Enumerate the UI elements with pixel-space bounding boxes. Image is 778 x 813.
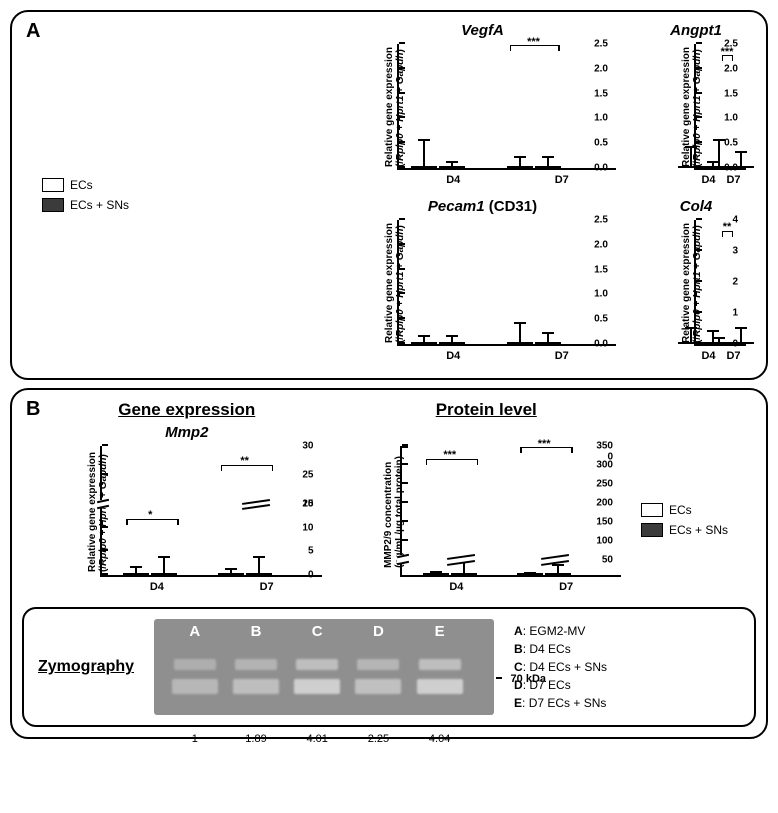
bar-ecs (507, 166, 533, 168)
gel-value: 4.04 (429, 733, 450, 745)
bar-ecs (700, 342, 726, 344)
bar-ecs (507, 342, 533, 344)
chart-mmp2: Mmp2 Relative gene expression(/Rplp0 + H… (42, 424, 332, 599)
legend-swatch-ecs (42, 178, 64, 192)
legend-row-sns: ECs + SNs (641, 523, 756, 537)
legend-row-ecs: ECs (641, 503, 756, 517)
gel-value: 2.25 (368, 733, 389, 745)
gel-value: 1.89 (245, 733, 266, 745)
zymo-legend-row: A: EGM2-MV (514, 622, 607, 640)
gel-wrap: ABCDE70 kDa 11.894.012.254.04 (154, 619, 494, 715)
lane-label: B (251, 623, 262, 640)
chart-angpt1: Angpt1 Relative gene expression(/Rplp0 +… (636, 22, 756, 192)
bar-sns (439, 342, 465, 344)
chart-title: VegfA (339, 22, 626, 39)
bar-ecs (700, 166, 726, 168)
chart-pecam1: Pecam1 (CD31) Relative gene expression(/… (339, 198, 626, 368)
bar-sns (535, 342, 561, 344)
legend-row-sns: ECs + SNs (42, 198, 329, 212)
chart-vegfa: VegfA Relative gene expression(/Rplp0 + … (339, 22, 626, 192)
bar-ecs (517, 573, 543, 575)
legend-label: ECs + SNs (70, 198, 129, 212)
legend-swatch-ecs (641, 503, 663, 517)
protein-level-block: Protein level MMP2/9 concentration(ng/mL… (342, 400, 632, 599)
gene-expression-block: Gene expression Mmp2 Relative gene expre… (42, 400, 332, 599)
lane-label: C (312, 623, 323, 640)
legend-swatch-sns (641, 523, 663, 537)
chart-protein: MMP2/9 concentration(ng/mL/µg total prot… (342, 424, 632, 599)
chart-title: Angpt1 (636, 22, 756, 39)
legend-a: ECs ECs + SNs (42, 178, 329, 212)
chart-title: Pecam1 (CD31) (339, 198, 626, 215)
bar-ecs (123, 573, 149, 575)
bar-ecs (218, 573, 244, 575)
zymo-legend-row: B: D4 ECs (514, 640, 607, 658)
panel-b: B Gene expression Mmp2 Relative gene exp… (10, 388, 768, 739)
legend-label: ECs + SNs (669, 523, 728, 537)
bar-sns (535, 166, 561, 168)
bar-sns (439, 166, 465, 168)
gene-header: Gene expression (42, 400, 332, 420)
chart-title: Mmp2 (42, 424, 332, 441)
zymography-title: Zymography (38, 658, 134, 676)
bar-ecs (411, 342, 437, 344)
chart-title: Col4 (636, 198, 756, 215)
zymo-legend-row: E: D7 ECs + SNs (514, 694, 607, 712)
gel-image: ABCDE70 kDa (154, 619, 494, 715)
bar-sns (728, 342, 754, 344)
chart-col4: Col4 Relative gene expression(/Rplp0 + H… (636, 198, 756, 368)
gel-value: 4.01 (306, 733, 327, 745)
zymography-panel: Zymography ABCDE70 kDa 11.894.012.254.04… (22, 607, 756, 727)
legend-label: ECs (669, 503, 692, 517)
lane-label: A (189, 623, 200, 640)
panel-a-label: A (26, 20, 40, 43)
lane-label: D (373, 623, 384, 640)
legend-label: ECs (70, 178, 93, 192)
kda-label: 70 kDa (511, 673, 546, 685)
panel-a: A VegfA Relative gene expression(/Rplp0 … (10, 10, 768, 380)
gel-value: 1 (192, 733, 198, 745)
zymography-legend: A: EGM2-MVB: D4 ECsC: D4 ECs + SNsD: D7 … (514, 622, 607, 712)
bar-sns (545, 573, 571, 575)
bar-sns (451, 573, 477, 575)
lane-label: E (435, 623, 445, 640)
protein-header: Protein level (342, 400, 632, 420)
panel-a-grid: VegfA Relative gene expression(/Rplp0 + … (22, 22, 756, 368)
legend-swatch-sns (42, 198, 64, 212)
panel-b-top: Gene expression Mmp2 Relative gene expre… (22, 400, 756, 599)
bar-ecs (411, 166, 437, 168)
panel-b-label: B (26, 398, 40, 421)
legend-b: ECs ECs + SNs (641, 503, 756, 537)
bar-sns (728, 166, 754, 168)
legend-row-ecs: ECs (42, 178, 329, 192)
bar-sns (151, 573, 177, 575)
chart-title (342, 424, 632, 441)
bar-ecs (423, 573, 449, 575)
bar-sns (246, 573, 272, 575)
